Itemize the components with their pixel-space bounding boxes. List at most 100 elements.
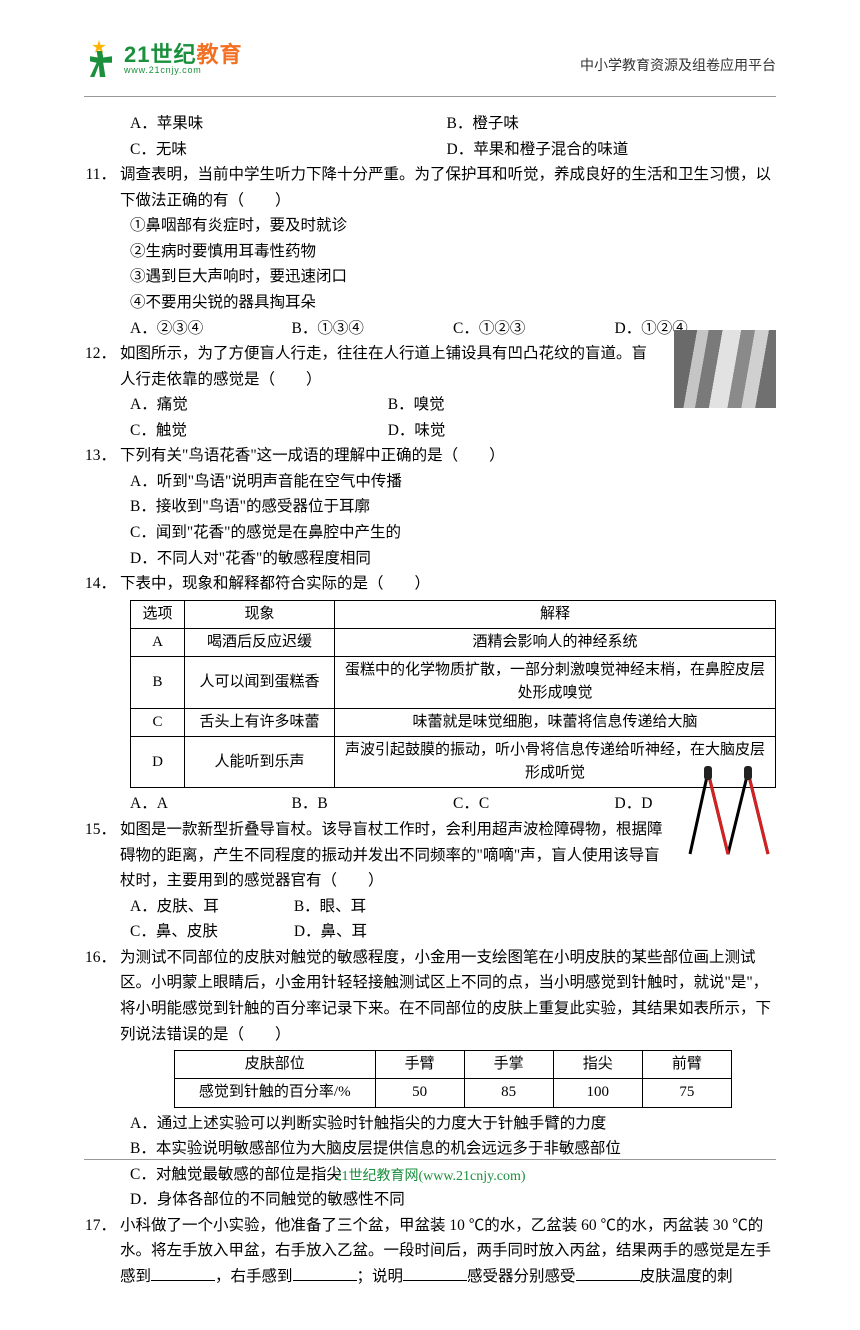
q16-v2: 100 [553,1079,642,1107]
q13: 13． 下列有关"鸟语花香"这一成语的理解中正确的是（ ） [84,443,776,469]
q11-sub3: ③遇到巨大声响时，要迅速闭口 [84,264,776,290]
q12-number: 12． [84,341,120,392]
q16-th-2: 手掌 [464,1051,553,1079]
q11-sub4: ④不要用尖锐的器具掏耳朵 [84,290,776,316]
q14-th-0: 选项 [131,600,185,628]
q14-stem: 下表中，现象和解释都符合实际的是（ ） [120,571,776,597]
q10-options-row1: A．苹果味 B．橙子味 [84,111,776,137]
q17-t3: 感受器分别感受 [467,1268,576,1285]
q12-options-row1: A．痛觉 B．嗅觉 [84,392,776,418]
q12-opt-a: A．痛觉 [130,392,388,418]
q16-table: 皮肤部位 手臂 手掌 指尖 前臂 感觉到针触的百分率/% 50 85 100 7… [174,1050,732,1108]
q14-r1-c2: 蛋糕中的化学物质扩散，一部分刺激嗅觉神经末梢，在鼻腔皮层处形成嗅觉 [335,657,776,709]
logo-text-accent: 教育 [196,42,242,67]
q11-opt-b: B．①③④ [292,316,454,342]
document-body: A．苹果味 B．橙子味 C．无味 D．苹果和橙子混合的味道 11． 调查表明，当… [84,111,776,1290]
q15-options-row2: C．鼻、皮肤 D．鼻、耳 [84,919,458,945]
q13-stem: 下列有关"鸟语花香"这一成语的理解中正确的是（ ） [120,443,776,469]
q10-opt-d: D．苹果和橙子混合的味道 [447,137,776,163]
fill-blank[interactable] [576,1264,640,1281]
q14-opt-b: B．B [292,791,454,817]
q17: 17． 小科做了一个小实验，他准备了三个盆，甲盆装 10 ℃的水，乙盆装 60 … [84,1213,776,1290]
fill-blank[interactable] [403,1264,467,1281]
q11-opt-c: C．①②③ [453,316,615,342]
logo-url: www.21cnjy.com [124,66,243,75]
q14-r3-c1: 人能听到乐声 [185,736,335,788]
site-logo: 21世纪教育 www.21cnjy.com [84,40,243,78]
q14-options: A．A B．B C．C D．D [84,791,776,817]
logo-text-cn: 21世纪 [124,42,196,67]
q17-t1: ，右手感到 [215,1268,293,1285]
q13-opt-d: D．不同人对"花香"的敏感程度相同 [84,546,776,572]
q14-r1-c0: B [131,657,185,709]
q12-options-row2: C．触觉 D．味觉 [84,418,776,444]
q11-number: 11． [84,162,120,213]
q10-opt-b: B．橙子味 [447,111,776,137]
q13-opt-c: C．闻到"花香"的感觉是在鼻腔中产生的 [84,520,776,546]
q14-r0-c0: A [131,628,185,656]
q11-sub1: ①鼻咽部有炎症时，要及时就诊 [84,213,776,239]
q16-v1: 85 [464,1079,553,1107]
q16-th-0: 皮肤部位 [175,1051,376,1079]
q16-rl: 感觉到针触的百分率/% [175,1079,376,1107]
q16-opt-d: D．身体各部位的不同触觉的敏感性不同 [84,1187,776,1213]
q14-opt-a: A．A [130,791,292,817]
fill-blank[interactable] [293,1264,357,1281]
q17-stem: 小科做了一个小实验，他准备了三个盆，甲盆装 10 ℃的水，乙盆装 60 ℃的水，… [120,1213,776,1290]
q10-options-row2: C．无味 D．苹果和橙子混合的味道 [84,137,776,163]
q14-r2-c1: 舌头上有许多味蕾 [185,708,335,736]
q10-opt-a: A．苹果味 [130,111,447,137]
q15-number: 15． [84,817,120,894]
header-subtitle: 中小学教育资源及组卷应用平台 [580,55,776,78]
q15-opt-c: C．鼻、皮肤 [130,919,294,945]
q14-th-1: 现象 [185,600,335,628]
q16: 16． 为测试不同部位的皮肤对触觉的敏感程度，小金用一支绘图笔在小明皮肤的某些部… [84,945,776,1047]
q11-opt-a: A．②③④ [130,316,292,342]
q17-t4: 皮肤温度的刺 [640,1268,733,1285]
q17-number: 17． [84,1213,120,1290]
q12-opt-c: C．触觉 [130,418,388,444]
q16-opt-b: B．本实验说明敏感部位为大脑皮层提供信息的机会远远多于非敏感部位 [84,1136,776,1162]
q16-v0: 50 [375,1079,464,1107]
q16-th-4: 前臂 [642,1051,731,1079]
q14-r2-c0: C [131,708,185,736]
q15-options-row1: A．皮肤、耳 B．眼、耳 [84,894,458,920]
q14-number: 14． [84,571,120,597]
q14-r3-c0: D [131,736,185,788]
q12-opt-b: B．嗅觉 [388,392,656,418]
footer-text: 21世纪教育网(www.21cnjy.com) [0,1165,860,1188]
q14-r0-c2: 酒精会影响人的神经系统 [335,628,776,656]
q16-stem: 为测试不同部位的皮肤对触觉的敏感程度，小金用一支绘图笔在小明皮肤的某些部位画上测… [120,945,776,1047]
fill-blank[interactable] [151,1264,215,1281]
q16-th-3: 指尖 [553,1051,642,1079]
folding-cane-icon [684,762,774,858]
blind-path-photo [674,330,776,408]
q15-opt-d: D．鼻、耳 [294,919,458,945]
page-header: 21世纪教育 www.21cnjy.com 中小学教育资源及组卷应用平台 [84,40,776,78]
q15-opt-b: B．眼、耳 [294,894,458,920]
q14: 14． 下表中，现象和解释都符合实际的是（ ） [84,571,776,597]
q13-number: 13． [84,443,120,469]
q15: 15． 如图是一款新型折叠导盲杖。该导盲杖工作时，会利用超声波检障碍物，根据障碍… [84,817,776,894]
q16-number: 16． [84,945,120,1047]
q16-th-1: 手臂 [375,1051,464,1079]
q12-opt-d: D．味觉 [388,418,656,444]
q15-stem: 如图是一款新型折叠导盲杖。该导盲杖工作时，会利用超声波检障碍物，根据障碍物的距离… [120,817,776,894]
q10-opt-c: C．无味 [130,137,447,163]
q13-opt-b: B．接收到"鸟语"的感受器位于耳廓 [84,494,776,520]
q14-r1-c1: 人可以闻到蛋糕香 [185,657,335,709]
q14-table: 选项 现象 解释 A 喝酒后反应迟缓 酒精会影响人的神经系统 B 人可以闻到蛋糕… [130,600,776,789]
q13-opt-a: A．听到"鸟语"说明声音能在空气中传播 [84,469,776,495]
q16-opt-a: A．通过上述实验可以判断实验时针触指尖的力度大于针触手臂的力度 [84,1111,776,1137]
q14-r2-c2: 味蕾就是味觉细胞，味蕾将信息传递给大脑 [335,708,776,736]
q11-stem: 调查表明，当前中学生听力下降十分严重。为了保护耳和听觉，养成良好的生活和卫生习惯… [120,162,776,213]
q14-opt-c: C．C [453,791,615,817]
q12: 12． 如图所示，为了方便盲人行走，往往在人行道上铺设具有凹凸花纹的盲道。盲人行… [84,341,776,392]
q14-r0-c1: 喝酒后反应迟缓 [185,628,335,656]
q15-opt-a: A．皮肤、耳 [130,894,294,920]
q16-v3: 75 [642,1079,731,1107]
footer-divider [84,1159,776,1160]
q17-t2: ；说明 [357,1268,404,1285]
q14-th-2: 解释 [335,600,776,628]
logo-icon [84,40,118,78]
